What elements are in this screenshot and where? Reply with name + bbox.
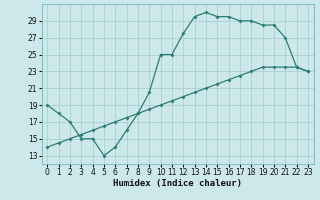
X-axis label: Humidex (Indice chaleur): Humidex (Indice chaleur) xyxy=(113,179,242,188)
